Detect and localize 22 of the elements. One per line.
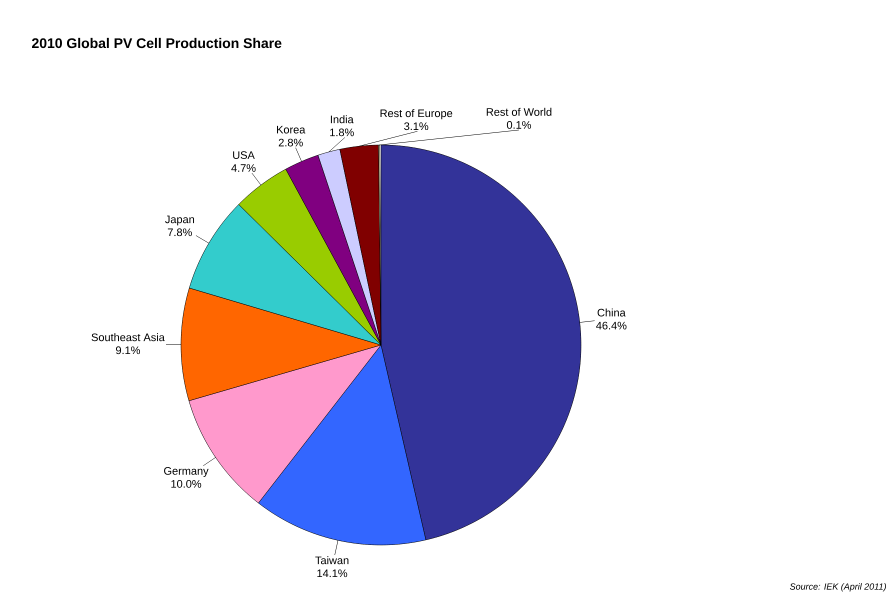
slice-label: Taiwan xyxy=(315,556,348,564)
slice-label: Japan xyxy=(165,216,194,226)
chart-title: 2010 Global PV Cell Production Share xyxy=(32,38,282,48)
slice-label: Southeast Asia xyxy=(92,333,165,342)
slice-label: Rest of Europe xyxy=(380,109,452,120)
data-label: 2.8% xyxy=(278,138,303,146)
slice-label: China xyxy=(598,308,626,317)
data-label: 46.4% xyxy=(596,322,627,330)
data-label: 4.7% xyxy=(231,164,256,172)
data-label: 9.1% xyxy=(116,346,140,354)
slice-label: Rest of World xyxy=(486,108,552,116)
slice-label: Germany xyxy=(164,467,209,477)
source-note: Source: IEK (April 2011) xyxy=(790,583,886,592)
slice-label: USA xyxy=(233,151,255,159)
slice-label: Korea xyxy=(277,126,306,134)
data-label: 14.1% xyxy=(317,569,348,578)
data-label: 3.1% xyxy=(404,122,428,130)
data-label: 7.8% xyxy=(168,228,192,236)
data-label: 10.0% xyxy=(171,480,202,488)
data-label: 0.1% xyxy=(506,121,532,129)
slice-label: India xyxy=(330,115,354,124)
data-label: 1.8% xyxy=(330,128,354,136)
